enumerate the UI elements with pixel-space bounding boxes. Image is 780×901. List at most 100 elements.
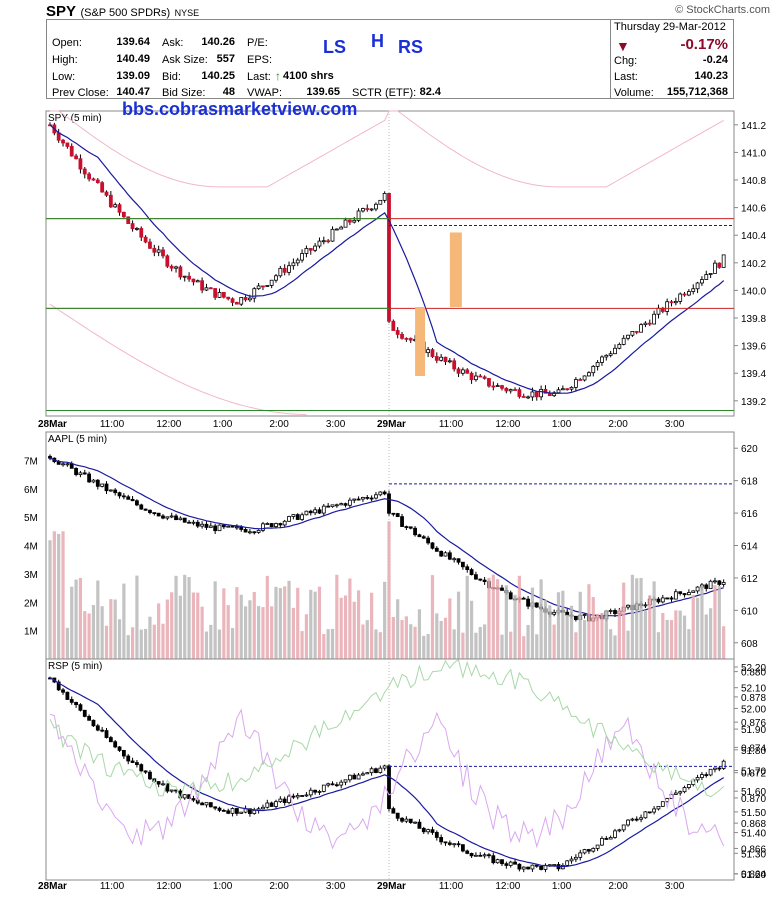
candle [500,859,504,865]
highlight-box [415,306,426,376]
candle [369,208,374,211]
y-tick-label: 614 [741,542,758,553]
candle [226,525,231,528]
candle [569,858,574,862]
moving-average-line [49,457,724,617]
candle [69,146,74,157]
x-tick-label: 28Mar [38,881,67,892]
candle [413,821,417,824]
candle [365,208,370,210]
candle [65,463,70,466]
candle [374,203,378,210]
candle [508,861,513,866]
candle [443,841,448,844]
candle [495,385,500,388]
candle [465,566,470,571]
moving-average-line [49,124,725,395]
y-tick-label: 52.10 [741,684,766,695]
candle [621,337,626,345]
volume-tick-label: 3M [24,570,38,581]
candle [226,296,231,300]
volume-bar [526,624,530,659]
candle [469,372,474,381]
candle [604,354,609,358]
ask-size-value: 557 [216,53,235,65]
y-tick-label: 52.20 [741,663,766,674]
volume-bar [213,581,217,659]
volume-bar [591,597,595,659]
candle [665,597,670,600]
candle [395,513,400,518]
candle [65,691,70,700]
candle [521,597,526,600]
candle [295,514,300,520]
x-tick-label: 12:00 [156,881,181,892]
candle [417,534,422,538]
candle [113,204,118,208]
candle [130,760,135,763]
candle [426,537,431,544]
candle [643,811,648,819]
candle [269,523,274,528]
candle [321,505,326,514]
volume-bar [430,575,435,659]
bid-label: Bid: [162,71,181,83]
candle [647,322,652,325]
candle [234,302,239,305]
candle [513,389,517,391]
candle [626,819,630,826]
candle [556,389,561,394]
candle [678,791,683,794]
volume-bar [552,624,556,659]
panel-title: AAPL (5 min) [48,434,107,445]
candle [295,795,300,798]
volume-bar [504,585,508,659]
overlay-green [49,658,725,801]
last-value: 140.23 [694,70,728,82]
candle [404,337,409,340]
bollinger-lower [49,303,307,416]
candle [261,285,265,288]
volume-bar [191,592,196,659]
candle [439,837,444,843]
candle [578,379,583,381]
candle [274,523,278,528]
y-tick-label: 140.6 [741,204,766,215]
candle [569,386,574,390]
candle [135,762,139,765]
candle [182,275,187,278]
volume-bar [248,600,252,659]
candle [313,789,318,793]
candle [100,182,105,193]
candle [426,349,431,354]
candle [456,368,461,374]
candle [200,523,205,527]
candle [695,586,700,592]
candle [278,523,283,526]
y-tick-label: 612 [741,574,758,585]
candle [474,375,478,381]
volume-bar [96,580,100,659]
candle [434,356,439,361]
volume-bar [487,577,491,659]
sctr-label: SCTR (ETF): [352,87,417,99]
volume-bar [474,632,478,659]
candle [521,396,526,398]
y-tick-label: 139.8 [741,314,766,325]
bollinger-upper [50,110,724,188]
annotation-h: H [371,31,384,51]
candle [408,818,413,823]
overlay-purple [49,708,725,850]
candle [560,388,565,391]
x-tick-label: 11:00 [439,419,464,430]
candle [413,527,417,536]
candle [613,830,617,838]
candle [521,866,526,870]
candle [121,495,126,498]
candle [565,860,570,866]
candle [256,529,261,533]
candle [343,219,348,228]
candle [460,369,465,374]
volume-bar [235,587,239,659]
x-tick-label: 1:00 [552,419,572,430]
